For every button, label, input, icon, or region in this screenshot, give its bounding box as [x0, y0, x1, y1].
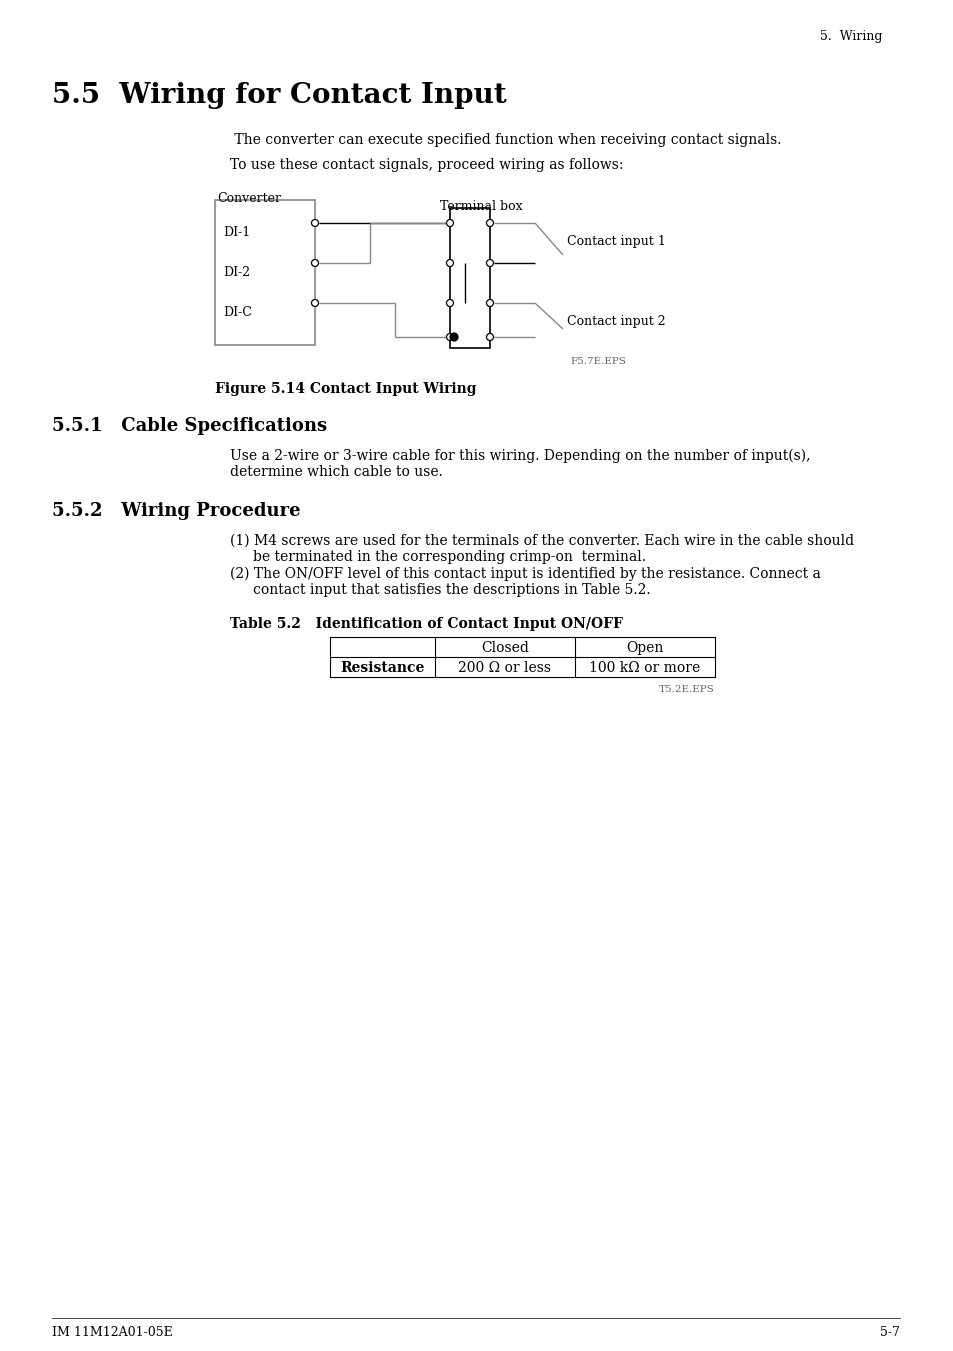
Text: DI-1: DI-1 [223, 226, 250, 239]
Text: (2) The ON/OFF level of this contact input is identified by the resistance. Conn: (2) The ON/OFF level of this contact inp… [230, 567, 820, 581]
Circle shape [486, 334, 493, 340]
Text: Terminal box: Terminal box [439, 200, 522, 213]
Text: 5-7: 5-7 [880, 1325, 899, 1339]
Circle shape [446, 259, 453, 266]
Circle shape [446, 300, 453, 307]
Bar [450, 208, 490, 349]
Text: 5.5.1   Cable Specifications: 5.5.1 Cable Specifications [52, 417, 327, 435]
Circle shape [450, 332, 457, 340]
Circle shape [486, 259, 493, 266]
Text: The converter can execute specified function when receiving contact signals.: The converter can execute specified func… [230, 132, 781, 147]
Text: DI-2: DI-2 [223, 266, 250, 280]
Text: Table 5.2   Identification of Contact Input ON/OFF: Table 5.2 Identification of Contact Inpu… [230, 617, 622, 631]
Text: To use these contact signals, proceed wiring as follows:: To use these contact signals, proceed wi… [230, 158, 623, 172]
Text: Use a 2-wire or 3-wire cable for this wiring. Depending on the number of input(s: Use a 2-wire or 3-wire cable for this wi… [230, 449, 810, 463]
Text: T5.2E.EPS: T5.2E.EPS [659, 685, 714, 694]
Text: Closed: Closed [480, 640, 528, 655]
Text: contact input that satisfies the descriptions in Table 5.2.: contact input that satisfies the descrip… [253, 584, 650, 597]
Circle shape [312, 219, 318, 227]
Text: determine which cable to use.: determine which cable to use. [230, 465, 442, 480]
Circle shape [486, 300, 493, 307]
Text: DI-C: DI-C [223, 305, 252, 319]
Text: F5.7E.EPS: F5.7E.EPS [569, 357, 625, 366]
Text: be terminated in the corresponding crimp-on  terminal.: be terminated in the corresponding crimp… [253, 550, 645, 563]
Text: Resistance: Resistance [339, 661, 424, 676]
Text: IM 11M12A01-05E: IM 11M12A01-05E [52, 1325, 172, 1339]
Text: 100 kΩ or more: 100 kΩ or more [589, 661, 700, 676]
Text: Figure 5.14 Contact Input Wiring: Figure 5.14 Contact Input Wiring [214, 382, 476, 396]
Bar [214, 200, 314, 345]
Circle shape [312, 259, 318, 266]
Text: 200 Ω or less: 200 Ω or less [458, 661, 551, 676]
Text: 5.5.2   Wiring Procedure: 5.5.2 Wiring Procedure [52, 503, 300, 520]
Text: Contact input 1: Contact input 1 [566, 235, 665, 249]
Text: Converter: Converter [216, 192, 281, 205]
Text: 5.5  Wiring for Contact Input: 5.5 Wiring for Contact Input [52, 82, 506, 109]
Circle shape [486, 219, 493, 227]
Circle shape [446, 334, 453, 340]
Text: 5.  Wiring: 5. Wiring [820, 30, 882, 43]
Text: (1) M4 screws are used for the terminals of the converter. Each wire in the cabl: (1) M4 screws are used for the terminals… [230, 534, 853, 549]
Circle shape [312, 300, 318, 307]
Text: Open: Open [626, 640, 663, 655]
Circle shape [446, 219, 453, 227]
Text: Contact input 2: Contact input 2 [566, 315, 665, 328]
